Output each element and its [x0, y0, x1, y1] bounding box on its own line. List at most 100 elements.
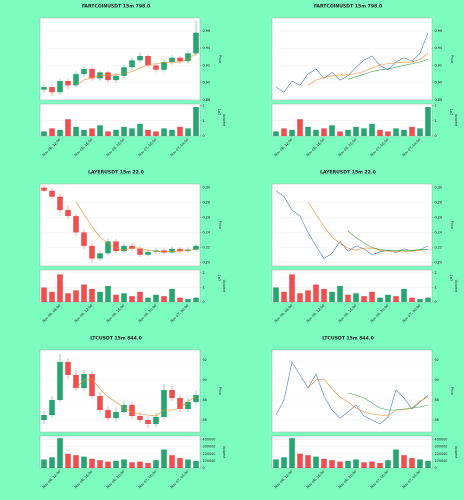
candle-body [137, 416, 143, 420]
y-tick-label: 90 [435, 378, 439, 382]
x-tick-label: Nov 07, 04:00 [170, 138, 190, 158]
volume-bar [185, 299, 191, 302]
candle-body [169, 248, 175, 253]
candle-body [81, 68, 87, 75]
volume-tick-label: 200000 [435, 452, 448, 456]
x-tick-label: Nov 06, 16:00 [74, 138, 94, 158]
volume-tick-label: 400000 [435, 438, 448, 442]
volume-bar [81, 456, 87, 468]
x-tick-label: Nov 06, 16:00 [306, 138, 326, 158]
volume-bar [161, 449, 167, 468]
candle-body [169, 57, 175, 63]
volume-bar [273, 459, 279, 468]
y-tick-label: 88 [203, 398, 207, 402]
volume-bar [177, 297, 183, 302]
chart-title: LAYERUSDT 15m 22.0 [88, 170, 144, 176]
volume-bar [129, 462, 135, 468]
y-tick-label: 92 [435, 358, 439, 362]
volume-bar [425, 460, 431, 468]
series-line [347, 392, 429, 411]
x-tick-label: Nov 07, 00:00 [370, 470, 390, 490]
volume-bar [289, 274, 295, 302]
candle-body [185, 53, 191, 62]
volume-tick-label: 200000 [203, 452, 216, 456]
volume-bar [65, 453, 71, 468]
volume-bar [113, 129, 119, 136]
volume-bar [121, 126, 127, 136]
volume-bar [49, 457, 55, 468]
volume-bar [409, 126, 415, 136]
x-tick-label: Nov 07, 00:00 [402, 304, 422, 324]
volume-bar [145, 463, 151, 468]
volume-tick-label: 100000 [203, 459, 216, 463]
volume-tick-label: 2 [203, 271, 205, 275]
volume-bar [49, 291, 55, 302]
candle-body [73, 216, 79, 233]
x-tick-label: Nov 06, 12:00 [274, 470, 294, 490]
y-tick-label: 0.96 [435, 29, 443, 33]
volume-axis-label: Volume [454, 114, 458, 127]
x-tick-label: Nov 07, 04:00 [170, 470, 190, 490]
y-axis-label: Price [218, 387, 222, 395]
candle-body [113, 75, 119, 81]
volume-bar [137, 461, 143, 468]
volume-bar [105, 286, 111, 302]
volume-panel [39, 269, 201, 303]
volume-bar [305, 126, 311, 136]
candle-body [49, 190, 55, 197]
candle-body [177, 57, 183, 62]
candle-body [57, 81, 63, 93]
volume-tick-label: 300000 [435, 445, 448, 449]
volume-bar [305, 455, 311, 468]
x-tick-label: Nov 07, 00:00 [138, 470, 158, 490]
volume-tick-label: 0 [435, 300, 437, 304]
volume-bar [137, 123, 143, 136]
y-axis-label: Price [218, 55, 222, 63]
candle-body [193, 245, 199, 250]
volume-tick-label: 1 [203, 119, 205, 123]
volume-bar [281, 457, 287, 468]
volume-bar [297, 119, 303, 136]
y-tick-label: 0.90 [203, 81, 211, 85]
volume-bar [41, 287, 47, 302]
volume-axis-label: Volume [222, 280, 226, 293]
volume-bar [401, 288, 407, 302]
volume-tick-label: 400000 [203, 438, 216, 442]
y-tick-label: 86 [435, 418, 439, 422]
volume-bar [353, 293, 359, 302]
series-line [347, 59, 429, 80]
candle-body [97, 72, 103, 79]
price-panel [39, 349, 201, 433]
x-tick-label: Nov 06, 20:00 [138, 304, 158, 324]
candle-body [193, 32, 199, 54]
volume-bar [353, 126, 359, 136]
volume-bar [409, 297, 415, 302]
volume-bar [417, 128, 423, 136]
volume-bar [169, 129, 175, 136]
chart-title: LTCUSDT 15m 844.0 [90, 336, 142, 342]
y-tick-label: 88 [435, 398, 439, 402]
candle-body [105, 241, 111, 254]
volume-bar [161, 296, 167, 302]
volume-bar [169, 288, 175, 302]
candle-body [113, 412, 119, 418]
volume-bar [425, 107, 431, 136]
volume-bar [393, 128, 399, 136]
y-tick-label: 0.20 [203, 260, 211, 264]
price-panel [271, 17, 433, 101]
volume-bar [177, 126, 183, 136]
volume-bar [417, 459, 423, 468]
volume-bar [177, 458, 183, 468]
volume-bar [73, 455, 79, 468]
x-tick-label: Nov 06, 16:00 [106, 304, 126, 324]
volume-bar [401, 129, 407, 136]
y-tick-label: 86 [203, 418, 207, 422]
volume-axis-label: Volume [454, 280, 458, 293]
y-tick-label: 92 [203, 358, 207, 362]
volume-bar [345, 294, 351, 302]
y-tick-label: 0.88 [435, 98, 443, 102]
x-tick-label: Nov 06, 12:00 [42, 470, 62, 490]
volume-bar [41, 459, 47, 468]
y-tick-label: 0.26 [435, 216, 443, 220]
